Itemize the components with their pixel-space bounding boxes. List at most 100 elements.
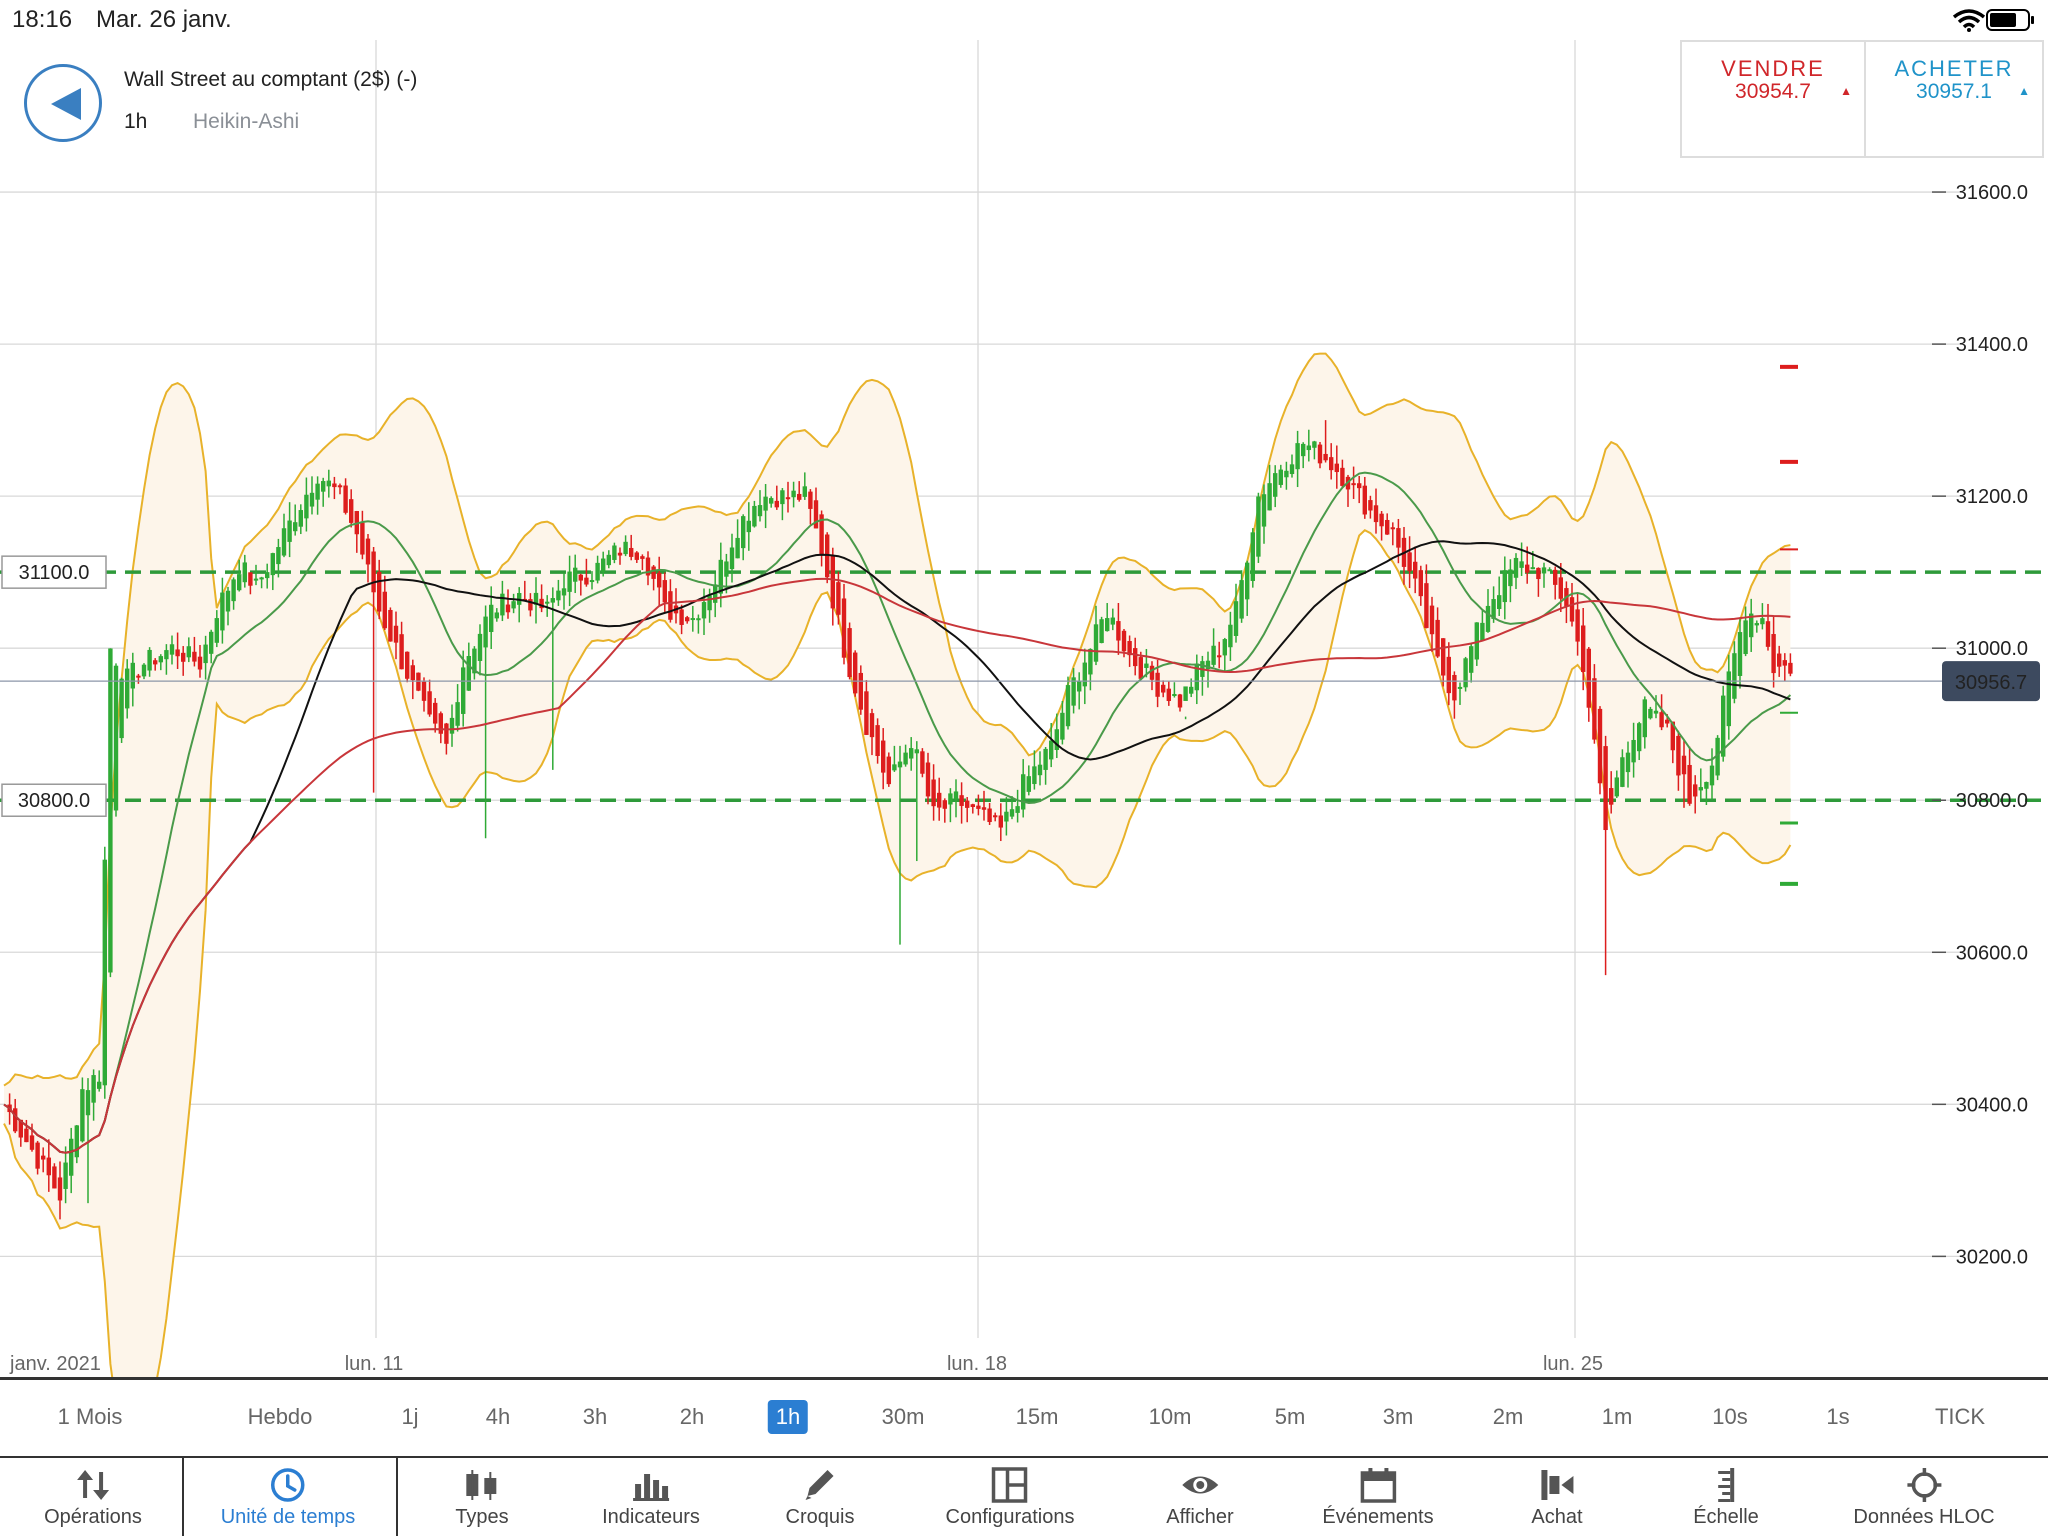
candle-body [169, 644, 175, 655]
candle [1329, 443, 1334, 480]
toolbar-indicators[interactable]: Indicateurs [602, 1458, 700, 1538]
toolbar-timeunit[interactable]: Unité de temps [221, 1458, 355, 1538]
timeframe-5m[interactable]: 5m [1274, 1404, 1306, 1429]
candle-body [265, 572, 270, 579]
toolbar-types[interactable]: Types [455, 1458, 509, 1538]
timeframe-1m[interactable]: 1m [1601, 1404, 1633, 1429]
candle-body [1407, 552, 1412, 572]
y-tick-label: 30600.0 [1956, 942, 2028, 964]
date-label: janv. 2021 [9, 1353, 101, 1375]
candle [63, 1146, 68, 1204]
candle-body [220, 592, 225, 631]
candle-body [438, 713, 443, 734]
candle-body [1575, 609, 1580, 642]
candle [85, 1078, 91, 1204]
candle-body [1732, 653, 1737, 699]
candle-body [1228, 624, 1233, 648]
candle [1446, 642, 1451, 706]
candle-body [472, 648, 477, 674]
bottom-toolbar: Opérations Unité de temps Types Indicate… [0, 1456, 2048, 1536]
candle [153, 658, 158, 671]
toolbar-events[interactable]: Événements [1322, 1458, 1434, 1538]
candle-body [1261, 494, 1267, 527]
toolbar-operations[interactable]: Opérations [44, 1458, 142, 1538]
candle-body [1312, 441, 1317, 448]
candle-body [1441, 638, 1446, 676]
toolbar-buy[interactable]: Achat [1531, 1458, 1583, 1538]
candle-body [1418, 570, 1423, 597]
candle-body [1676, 735, 1681, 776]
timeframe-2h[interactable]: 2h [679, 1404, 705, 1429]
candle [1278, 464, 1283, 488]
candle-body [1278, 469, 1283, 485]
toolbar-display[interactable]: Afficher [1166, 1458, 1234, 1538]
candle-body [942, 800, 947, 809]
candle-body [309, 492, 315, 507]
y-tick-label: 31000.0 [1956, 638, 2028, 660]
candle [1418, 565, 1423, 606]
candle [80, 1077, 85, 1143]
candle [1334, 445, 1339, 489]
candle [343, 478, 348, 515]
timeframe-15m[interactable]: 15m [1015, 1404, 1059, 1429]
candle-body [528, 599, 533, 611]
buy-button[interactable]: ACHETER 30957.1 ▲ [1864, 40, 2044, 158]
candle [1659, 694, 1664, 731]
candle-body [791, 490, 796, 498]
timeframe-3m[interactable]: 3m [1382, 1404, 1414, 1429]
candle [780, 488, 785, 521]
candle-body [13, 1108, 18, 1132]
candle [830, 547, 835, 626]
timeframe-10s[interactable]: 10s [1712, 1404, 1748, 1429]
y-tick-label: 31600.0 [1956, 182, 2028, 204]
candle-body [1665, 719, 1670, 724]
price-chart[interactable]: 31100.0 30800.0 31600.0 31400.0 31200.0 3100… [0, 40, 2048, 1380]
timeframe-2m[interactable]: 2m [1492, 1404, 1524, 1429]
candle-body [1071, 677, 1076, 706]
candle-body [237, 574, 242, 591]
candle-body [1463, 658, 1468, 688]
candle [1637, 721, 1642, 761]
candle-body [735, 537, 740, 559]
candle-body [741, 516, 746, 549]
candle-body [1620, 757, 1625, 787]
candle [1043, 747, 1048, 785]
timeframe-3h[interactable]: 3h [582, 1404, 608, 1429]
candle-body [959, 795, 964, 806]
candle-body [886, 756, 891, 785]
candle-body [1284, 470, 1289, 478]
back-button[interactable] [24, 64, 102, 142]
candle-body [1709, 765, 1715, 786]
candle-body [1026, 776, 1031, 792]
toolbar-operations-label: Opérations [44, 1506, 142, 1528]
timeframe-10m[interactable]: 10m [1148, 1404, 1192, 1429]
timeframe-1j[interactable]: 1j [401, 1404, 419, 1429]
toolbar-types-label: Types [455, 1506, 509, 1528]
candle-body [1317, 444, 1323, 464]
candle-body [74, 1125, 79, 1158]
candle [1261, 484, 1267, 544]
candle-body [1357, 483, 1362, 489]
toolbar-sketch[interactable]: Croquis [786, 1458, 854, 1538]
sell-button[interactable]: VENDRE 30954.7 ▲ [1680, 40, 1866, 158]
timeframe-1h[interactable]: 1h [767, 1400, 809, 1434]
candle [623, 535, 628, 557]
toolbar-hloc[interactable]: Données HLOC [1853, 1458, 1995, 1538]
candle-body [1670, 721, 1675, 751]
timeframe-tick[interactable]: TICK [1934, 1404, 1986, 1429]
timeframe-30m[interactable]: 30m [881, 1404, 925, 1429]
chart-type-label[interactable]: Heikin-Ashi [193, 110, 300, 133]
candle [41, 1147, 46, 1173]
timeframe-1s[interactable]: 1s [1826, 1404, 1850, 1429]
timeframe-4h[interactable]: 4h [485, 1404, 511, 1429]
candle-body [1116, 621, 1121, 641]
timeframe-1-mois[interactable]: 1 Mois [57, 1404, 123, 1429]
toolbar-configs[interactable]: Configurations [946, 1458, 1074, 1538]
candle-body [130, 662, 135, 689]
timeframe-hebdo[interactable]: Hebdo [247, 1404, 313, 1429]
candle-body [108, 648, 113, 973]
candle [1172, 682, 1177, 698]
toolbar-scale[interactable]: Échelle [1693, 1458, 1759, 1538]
candle-body [780, 490, 785, 505]
candle [1037, 751, 1043, 786]
